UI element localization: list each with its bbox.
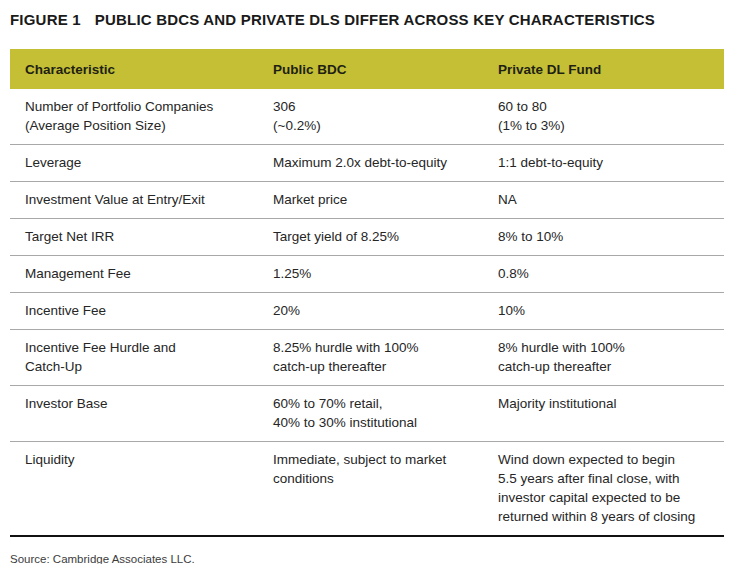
public-bdc-cell: 60% to 70% retail, 40% to 30% institutio… <box>273 386 498 442</box>
private-dl-cell: Majority institutional <box>498 386 724 442</box>
table-row: Target Net IRR Target yield of 8.25% 8% … <box>10 219 724 256</box>
public-bdc-cell: 306 (~0.2%) <box>273 89 498 145</box>
private-dl-cell: 10% <box>498 293 724 330</box>
table-row: Incentive Fee 20% 10% <box>10 293 724 330</box>
private-dl-cell: 8% hurdle with 100% catch-up thereafter <box>498 330 724 386</box>
public-bdc-cell: Maximum 2.0x debt-to-equity <box>273 145 498 182</box>
table-row: Leverage Maximum 2.0x debt-to-equity 1:1… <box>10 145 724 182</box>
characteristic-cell: Incentive Fee Hurdle and Catch-Up <box>10 330 273 386</box>
column-header-characteristic: Characteristic <box>10 49 273 89</box>
comparison-table: Characteristic Public BDC Private DL Fun… <box>10 49 724 537</box>
figure-page: FIGURE 1 PUBLIC BDCS AND PRIVATE DLS DIFF… <box>0 11 750 564</box>
characteristic-cell: Incentive Fee <box>10 293 273 330</box>
private-dl-cell: 8% to 10% <box>498 219 724 256</box>
table-row: Investment Value at Entry/Exit Market pr… <box>10 182 724 219</box>
figure-label: FIGURE 1 <box>10 11 81 28</box>
characteristic-cell: Number of Portfolio Companies (Average P… <box>10 89 273 145</box>
table-row: Number of Portfolio Companies (Average P… <box>10 89 724 145</box>
table-header-row: Characteristic Public BDC Private DL Fun… <box>10 49 724 89</box>
public-bdc-cell: Immediate, subject to market conditions <box>273 442 498 537</box>
table-row: Management Fee 1.25% 0.8% <box>10 256 724 293</box>
public-bdc-cell: 20% <box>273 293 498 330</box>
private-dl-cell: 1:1 debt-to-equity <box>498 145 724 182</box>
public-bdc-cell: Market price <box>273 182 498 219</box>
private-dl-cell: 60 to 80 (1% to 3%) <box>498 89 724 145</box>
characteristic-cell: Target Net IRR <box>10 219 273 256</box>
private-dl-cell: Wind down expected to begin 5.5 years af… <box>498 442 724 537</box>
characteristic-cell: Leverage <box>10 145 273 182</box>
public-bdc-cell: Target yield of 8.25% <box>273 219 498 256</box>
figure-title: FIGURE 1 PUBLIC BDCS AND PRIVATE DLS DIFF… <box>10 11 750 28</box>
figure-heading: PUBLIC BDCS AND PRIVATE DLS DIFFER ACROS… <box>95 11 655 28</box>
source-note: Source: Cambridge Associates LLC. <box>10 553 750 564</box>
characteristic-cell: Management Fee <box>10 256 273 293</box>
table-row: Incentive Fee Hurdle and Catch-Up 8.25% … <box>10 330 724 386</box>
private-dl-cell: NA <box>498 182 724 219</box>
characteristic-cell: Investment Value at Entry/Exit <box>10 182 273 219</box>
table-row: Liquidity Immediate, subject to market c… <box>10 442 724 537</box>
table-row: Investor Base 60% to 70% retail, 40% to … <box>10 386 724 442</box>
column-header-private-dl-fund: Private DL Fund <box>498 49 724 89</box>
public-bdc-cell: 8.25% hurdle with 100% catch-up thereaft… <box>273 330 498 386</box>
characteristic-cell: Liquidity <box>10 442 273 537</box>
private-dl-cell: 0.8% <box>498 256 724 293</box>
characteristic-cell: Investor Base <box>10 386 273 442</box>
column-header-public-bdc: Public BDC <box>273 49 498 89</box>
public-bdc-cell: 1.25% <box>273 256 498 293</box>
